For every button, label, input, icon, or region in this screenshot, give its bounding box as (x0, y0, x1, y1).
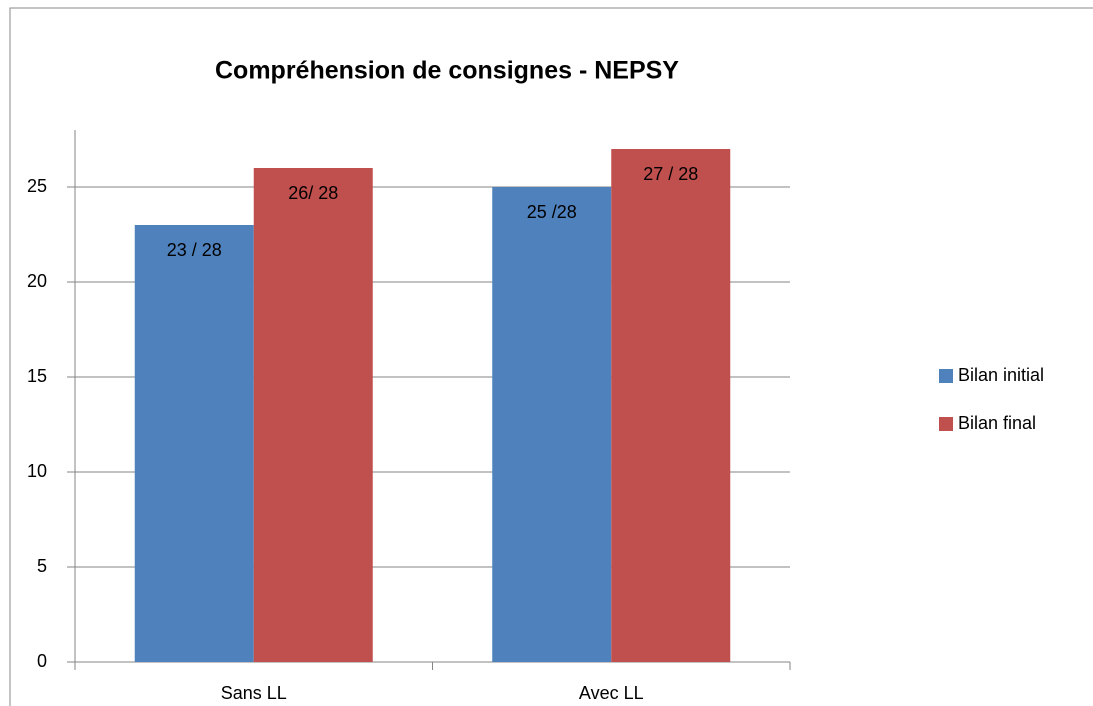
bar (611, 149, 731, 662)
y-tick-label: 10 (27, 461, 47, 481)
data-label: 23 / 28 (167, 240, 222, 260)
bar (253, 168, 373, 662)
legend-label: Bilan initial (958, 365, 1044, 385)
legend-label: Bilan final (958, 413, 1036, 433)
y-tick-label: 20 (27, 271, 47, 291)
x-tick-label: Avec LL (579, 683, 644, 703)
data-label: 26/ 28 (288, 183, 338, 203)
y-tick-label: 0 (37, 651, 47, 671)
y-tick-label: 25 (27, 176, 47, 196)
data-label: 25 /28 (527, 202, 577, 222)
legend-swatch (939, 417, 953, 431)
bar (134, 225, 254, 662)
chart-title: Compréhension de consignes - NEPSY (215, 57, 679, 85)
data-label: 27 / 28 (643, 164, 698, 184)
y-tick-label: 15 (27, 366, 47, 386)
y-tick-label: 5 (37, 556, 47, 576)
x-tick-label: Sans LL (221, 683, 287, 703)
legend-swatch (939, 369, 953, 383)
bar (492, 187, 612, 662)
